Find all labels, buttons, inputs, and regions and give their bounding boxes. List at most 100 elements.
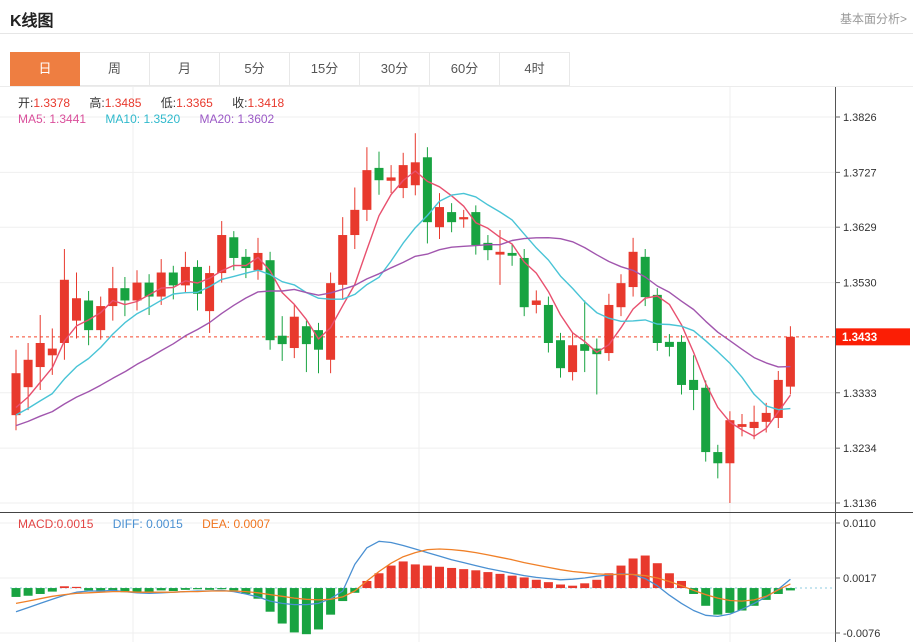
candle	[677, 342, 686, 385]
y-axis-label: 1.3727	[843, 167, 877, 179]
ohlc-legend: 开:1.3378 高:1.3485 低:1.3365 收:1.3418	[18, 94, 300, 111]
fundamental-analysis-link[interactable]: 基本面分析>	[840, 10, 907, 27]
macd-bar	[580, 583, 589, 588]
y-axis-label: 1.3826	[843, 112, 877, 124]
y-axis-label: 1.3234	[843, 443, 877, 455]
candle	[762, 413, 771, 422]
tab-30min[interactable]: 30分	[360, 52, 430, 86]
tab-5min[interactable]: 5分	[220, 52, 290, 86]
macd-bar	[568, 586, 577, 588]
macd-bar	[532, 580, 541, 588]
macd-legend: MACD:0.0015 DIFF: 0.0015 DEA: 0.0007	[18, 517, 286, 531]
close-value: 1.3418	[248, 96, 285, 110]
macd-bar	[362, 581, 371, 588]
macd-bar	[483, 572, 492, 588]
candle	[290, 317, 299, 348]
macd-bar	[72, 587, 81, 588]
macd-axis-label: 0.0110	[843, 518, 876, 530]
macd-bar	[145, 588, 154, 592]
interval-tabs: 日周月5分15分30分60分4时	[10, 52, 570, 86]
candle	[120, 288, 129, 300]
candle	[350, 210, 359, 235]
candle	[24, 360, 33, 387]
candle	[496, 252, 505, 255]
tab-4hour[interactable]: 4时	[500, 52, 570, 86]
candle	[786, 337, 795, 387]
candle	[665, 342, 674, 347]
ma20-label: MA20:	[199, 112, 234, 126]
candle	[241, 257, 250, 268]
candle	[459, 217, 468, 219]
candle	[133, 283, 142, 301]
macd-bar	[387, 566, 396, 588]
macd-bar	[786, 588, 795, 590]
ma5-line	[16, 171, 790, 436]
macd-bar	[302, 588, 311, 634]
candle	[278, 336, 287, 344]
candle	[447, 212, 456, 222]
candle	[36, 343, 45, 367]
candle	[362, 170, 371, 210]
tab-week[interactable]: 周	[80, 52, 150, 86]
macd-bar	[471, 570, 480, 588]
ma10-value: 1.3520	[143, 112, 180, 126]
tab-60min[interactable]: 60分	[430, 52, 500, 86]
candle	[229, 237, 238, 258]
macd-bar	[617, 566, 626, 588]
y-axis-label: 1.3629	[843, 222, 877, 234]
candle	[48, 349, 57, 356]
macd-bar	[24, 588, 33, 596]
ma10-label: MA10:	[105, 112, 140, 126]
candle	[435, 207, 444, 227]
candle	[60, 280, 69, 343]
open-label: 开:	[18, 96, 33, 110]
candle	[169, 273, 178, 286]
candle	[157, 273, 166, 297]
kline-chart[interactable]: 1.3826 1.3727 1.3629 1.3530 1.3433 1.3333 1.32…	[0, 86, 913, 644]
candle	[689, 380, 698, 390]
macd-bar	[459, 569, 468, 588]
candle	[338, 235, 347, 285]
macd-bar	[36, 588, 45, 594]
candle	[84, 300, 93, 330]
current-price-label: 1.3433	[842, 332, 877, 344]
page-title: K线图	[10, 7, 54, 31]
candle	[750, 422, 759, 428]
diff-value: 0.0015	[146, 517, 183, 531]
candle	[556, 340, 565, 368]
macd-bar	[48, 588, 57, 592]
low-value: 1.3365	[176, 96, 213, 110]
macd-bar	[592, 580, 601, 588]
tab-15min[interactable]: 15分	[290, 52, 360, 86]
open-value: 1.3378	[33, 96, 70, 110]
candle	[302, 326, 311, 344]
tab-month[interactable]: 月	[150, 52, 220, 86]
macd-bar	[447, 568, 456, 588]
low-label: 低:	[161, 96, 176, 110]
candle	[544, 305, 553, 343]
macd-bar	[641, 556, 650, 589]
tab-day[interactable]: 日	[10, 52, 80, 86]
candle	[713, 452, 722, 463]
y-axis-label: 1.3136	[843, 498, 877, 510]
ma10-line	[16, 193, 790, 415]
macd-bar	[496, 574, 505, 588]
dea-label: DEA:	[202, 517, 230, 531]
ma20-value: 1.3602	[238, 112, 275, 126]
macd-bar	[278, 588, 287, 623]
y-axis-label: 1.3530	[843, 278, 877, 290]
macd-bar	[217, 588, 226, 589]
candle	[725, 420, 734, 463]
macd-bar	[399, 561, 408, 588]
macd-axis-label: 0.0017	[843, 573, 877, 585]
macd-bar	[520, 577, 529, 588]
candle	[617, 283, 626, 307]
macd-bar	[713, 588, 722, 615]
candle	[738, 424, 747, 427]
high-label: 高:	[89, 96, 104, 110]
macd-bar	[205, 588, 214, 590]
y-axis-label: 1.3333	[843, 388, 877, 400]
high-value: 1.3485	[105, 96, 142, 110]
macd-bar	[701, 588, 710, 606]
candle	[72, 298, 81, 320]
